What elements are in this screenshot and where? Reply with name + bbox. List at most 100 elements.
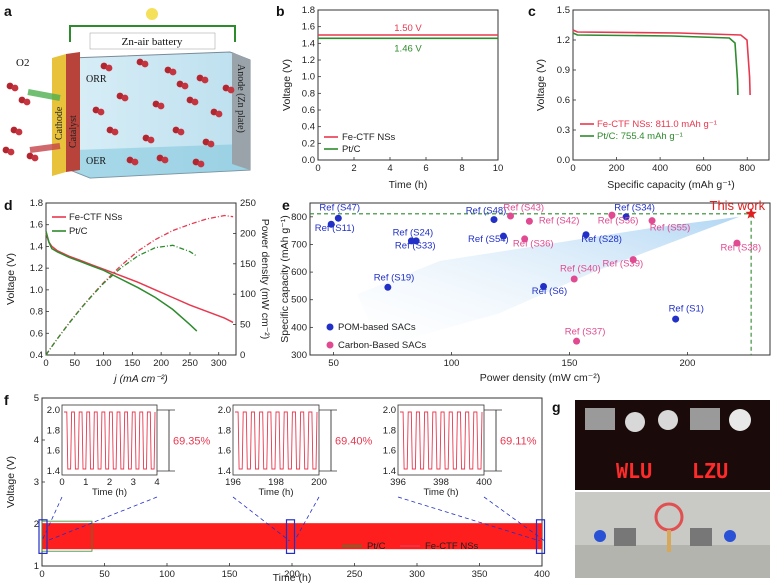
f-zoom-box-0 — [38, 519, 48, 554]
e-point-carbon — [648, 217, 656, 225]
b-x-ticklabel: 2 — [351, 163, 356, 174]
battery-photo-6 — [614, 528, 636, 546]
c-x-ticklabel: 600 — [696, 163, 712, 174]
e-point-label: Ref (S11) — [315, 223, 355, 234]
e-point-carbon — [521, 235, 529, 243]
f-inset-xtitle: Time (h) — [258, 487, 293, 498]
battery-cell-photo-4 — [658, 410, 678, 430]
c-y-ticklabel: 0.9 — [557, 65, 570, 76]
f-zoom-box-1 — [285, 519, 296, 554]
b-y-ticklabel: 1.8 — [302, 5, 315, 16]
external-circuit-wire — [69, 25, 236, 42]
legend-label-f-pt: Pt/C — [367, 541, 386, 552]
f-inset-efficiency-0: 69.35% — [173, 436, 211, 448]
x-axis-title-c: Specific capacity (mAh g⁻¹) — [607, 179, 735, 191]
e-point-pom — [327, 220, 335, 228]
b-x-ticklabel: 4 — [387, 163, 392, 174]
panel-label-g: g — [552, 399, 561, 415]
f-inset-ylabel: 1.8 — [47, 425, 60, 436]
d-y-ticklabel: 1.4 — [30, 241, 43, 252]
b-x-ticklabel: 0 — [315, 163, 320, 174]
e-point-carbon — [733, 239, 741, 247]
e-x-ticklabel: 50 — [328, 358, 339, 369]
legend-label-d-fe: Fe-CTF NSs — [69, 212, 123, 223]
f-x-ticklabel: 0 — [39, 569, 44, 580]
o2-molecule-atom — [177, 128, 185, 136]
plot-frame-e — [309, 202, 771, 356]
e-point-label: Ref (S47) — [319, 202, 360, 213]
panel-label-d: d — [4, 197, 13, 213]
f-inset-connector-left — [232, 496, 290, 542]
anode-plate — [232, 52, 250, 170]
o2-molecule-atom — [31, 154, 39, 162]
panel-a-schematic: a Zn-air battery Cathode Catalyst Anode … — [2, 3, 251, 179]
b-x-ticklabel: 6 — [423, 163, 428, 174]
anode-label: Anode (Zn plate) — [235, 64, 246, 133]
o2-molecule-atom — [111, 128, 119, 136]
legend-label-e-pom: POM-based SACs — [338, 322, 416, 333]
orr-label: ORR — [86, 74, 107, 85]
f-x-ticklabel: 350 — [472, 569, 488, 580]
d-x-ticklabel: 0 — [43, 358, 48, 369]
e-point-pom — [384, 283, 392, 291]
o2-molecule-atom — [201, 76, 209, 84]
legend-label-b-pt: Pt/C — [342, 144, 361, 155]
e-point-label: Ref (S6) — [532, 286, 567, 297]
e-point-carbon — [525, 217, 533, 225]
f-inset-voltage-trace-0 — [64, 411, 156, 470]
f-inset-ylabel: 1.6 — [383, 446, 396, 457]
e-point-pom — [540, 282, 548, 290]
e-point-pom — [622, 213, 630, 221]
e-point-label: Ref (S48) — [466, 206, 507, 217]
f-inset-ylabel: 1.4 — [47, 466, 60, 477]
f-inset-xlabel: 400 — [476, 477, 492, 488]
f-y-ticklabel: 4 — [34, 435, 39, 446]
d-y-ticklabel: 1.0 — [30, 285, 43, 296]
panel-e-chart: e 300 400 500 600 700 800 50 100 150 200 Ref (S47)… — [279, 197, 771, 384]
led-text-right: LZU — [692, 459, 728, 483]
b-y-ticklabel: 1.0 — [302, 72, 315, 83]
d-polarization-curve-0 — [45, 233, 234, 324]
battery-cell-photo-1 — [585, 408, 615, 430]
e-point-label: Ref (S24) — [393, 228, 434, 239]
d-y-ticklabel: 0.6 — [30, 328, 43, 339]
d-polarization-curve-1 — [45, 231, 198, 332]
legend-label-e-carbon: Carbon-Based SACs — [338, 340, 426, 351]
d-x-ticklabel: 200 — [153, 358, 169, 369]
e-this-work-star-icon — [745, 207, 757, 219]
f-y-ticklabel: 5 — [34, 393, 39, 404]
legend-label-b-fe: Fe-CTF NSs — [342, 132, 396, 143]
d-y2-ticklabel: 50 — [240, 320, 251, 331]
e-point-label: Ref (S56) — [598, 216, 639, 227]
e-point-carbon — [608, 211, 616, 219]
e-y-ticklabel: 600 — [291, 267, 307, 278]
f-y-ticklabel: 2 — [34, 519, 39, 530]
f-inset-xlabel: 196 — [225, 477, 241, 488]
e-y-ticklabel: 300 — [291, 350, 307, 361]
f-x-ticklabel: 300 — [409, 569, 425, 580]
plot-frame-d — [45, 202, 237, 356]
c-x-ticklabel: 800 — [739, 163, 755, 174]
legend-marker-e-carbon — [326, 341, 334, 349]
e-point-carbon — [507, 212, 515, 220]
f-inset-xlabel: 198 — [268, 477, 284, 488]
y-axis-title-e: Specific capacity (mAh g⁻¹) — [279, 215, 291, 343]
d-y2-ticklabel: 100 — [240, 289, 256, 300]
f-inset-xlabel: 3 — [131, 477, 136, 488]
plot-frame-c — [572, 9, 770, 161]
f-x-ticklabel: 250 — [347, 569, 363, 580]
e-point-pom — [582, 231, 590, 239]
f-x-ticklabel: 150 — [222, 569, 238, 580]
f-inset-connector-left — [41, 496, 63, 541]
o2-molecule-atom — [161, 156, 169, 164]
o2-molecule-atom — [121, 94, 129, 102]
e-point-pom — [412, 237, 420, 245]
e-performance-region — [357, 216, 740, 347]
e-point-label: Ref (S36) — [513, 238, 554, 249]
f-inset-ylabel: 1.4 — [218, 466, 231, 477]
y-axis-title-f: Voltage (V) — [5, 456, 17, 508]
panel-label-a: a — [4, 3, 12, 19]
d-power-curve-1 — [45, 244, 198, 356]
panel-b-chart: b 0.0 0.2 0.4 0.6 0.8 1.0 1.2 1.4 1.6 1.8 0 2 4 6 8 10 1… — [276, 3, 503, 191]
o2-molecule-atom — [197, 160, 205, 168]
